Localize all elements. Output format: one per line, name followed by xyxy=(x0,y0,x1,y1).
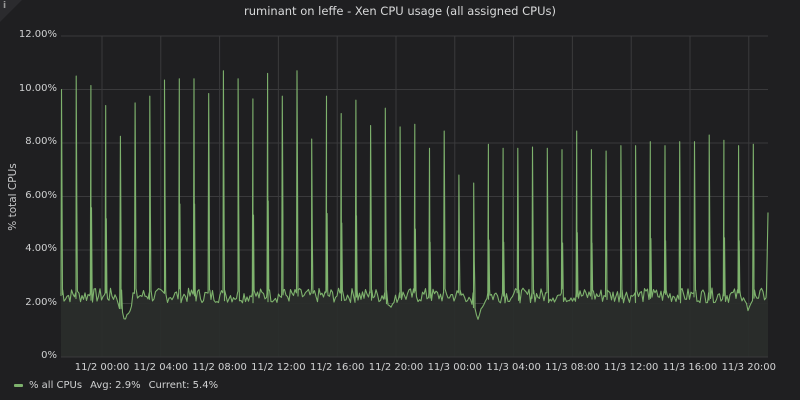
x-tick-label: 11/2 00:00 xyxy=(74,362,130,373)
x-tick-label: 11/3 00:00 xyxy=(427,362,483,373)
info-corner[interactable] xyxy=(0,0,22,22)
legend-current: Current: 5.4% xyxy=(148,380,219,391)
x-tick-label: 11/2 12:00 xyxy=(251,362,306,373)
x-tick-label: 11/3 12:00 xyxy=(603,362,659,373)
y-tick-label: 8.00% xyxy=(25,136,57,147)
legend[interactable]: % all CPUs Avg: 2.9% Current: 5.4% xyxy=(14,380,222,391)
panel-title: ruminant on leffe - Xen CPU usage (all a… xyxy=(244,4,556,18)
legend-swatch xyxy=(14,384,23,387)
y-tick-label: 4.00% xyxy=(25,243,57,254)
x-tick-label: 11/2 08:00 xyxy=(192,362,247,373)
info-icon[interactable]: i xyxy=(3,1,7,11)
y-tick-label: 6.00% xyxy=(25,189,57,201)
x-tick-label: 11/3 16:00 xyxy=(662,362,718,373)
y-tick-label: 12.00% xyxy=(18,29,57,40)
series-line xyxy=(60,70,769,320)
y-tick-label: 0% xyxy=(41,350,57,361)
y-tick-label: 10.00% xyxy=(18,82,57,94)
legend-series-name[interactable]: % all CPUs xyxy=(29,380,83,391)
y-tick-label: 2.00% xyxy=(25,296,57,308)
x-tick-label: 11/2 20:00 xyxy=(368,362,424,373)
x-tick-label: 11/3 20:00 xyxy=(721,362,777,373)
x-tick-label: 11/2 04:00 xyxy=(133,362,189,373)
x-tick-label: 11/2 16:00 xyxy=(309,362,365,373)
legend-avg: Avg: 2.9% xyxy=(90,380,141,391)
x-tick-label: 11/3 04:00 xyxy=(486,362,541,373)
x-tick-label: 11/3 08:00 xyxy=(545,362,600,373)
